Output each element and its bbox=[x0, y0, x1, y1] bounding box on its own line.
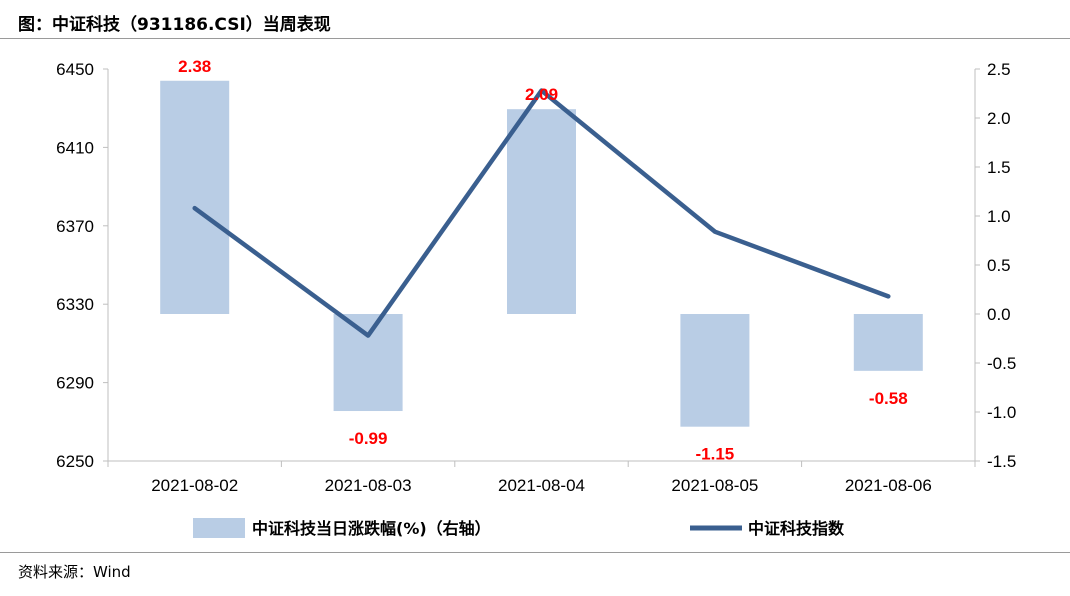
left-axis-tick-label: 6250 bbox=[56, 452, 94, 471]
footer-rule bbox=[0, 552, 1070, 553]
line-point bbox=[886, 294, 890, 298]
bar-data-label: -0.99 bbox=[349, 429, 388, 448]
legend-swatch-bars bbox=[193, 518, 245, 538]
bar-data-label: -0.58 bbox=[869, 389, 908, 408]
bar-data-label: -1.15 bbox=[696, 445, 735, 464]
right-axis-tick-label: -1.5 bbox=[987, 452, 1016, 471]
bar bbox=[680, 314, 750, 427]
line-series bbox=[192, 88, 891, 338]
bar-data-label: 2.38 bbox=[178, 57, 211, 76]
right-axis-tick-label: -0.5 bbox=[987, 354, 1016, 373]
right-axis-tick-label: 2.0 bbox=[987, 109, 1011, 128]
bar-series bbox=[160, 80, 923, 427]
bar bbox=[507, 109, 576, 315]
bar bbox=[853, 314, 923, 371]
left-axis-tick-label: 6330 bbox=[56, 295, 94, 314]
right-axis-tick-label: -1.0 bbox=[987, 403, 1016, 422]
line-point bbox=[540, 89, 543, 93]
right-axis-tick-label: 1.0 bbox=[987, 207, 1011, 226]
x-axis-tick-label: 2021-08-02 bbox=[151, 476, 238, 495]
x-axis-tick-label: 2021-08-03 bbox=[325, 476, 412, 495]
left-axis-tick-label: 6410 bbox=[56, 138, 94, 157]
left-axis-tick-label: 6450 bbox=[56, 60, 94, 79]
right-axis-tick-label: 1.5 bbox=[987, 158, 1011, 177]
bar-data-label: 2.09 bbox=[525, 85, 558, 104]
right-axis: -1.5 -1.0 -0.5 0.0 0.5 1.0 1.5 2.0 2.5 bbox=[974, 60, 1016, 471]
left-axis: 6250 6290 6330 6370 6410 6450 bbox=[56, 60, 109, 471]
left-axis-tick-label: 6290 bbox=[56, 374, 94, 393]
line-point bbox=[713, 230, 717, 234]
title-bar: 图：中证科技（931186.CSI）当周表现 bbox=[0, 0, 1070, 44]
title-rule bbox=[0, 38, 1070, 39]
left-axis-tick-label: 6370 bbox=[56, 217, 94, 236]
x-axis: 2021-08-02 2021-08-03 2021-08-04 2021-08-05… bbox=[107, 460, 976, 495]
legend: 中证科技当日涨跌幅(%)（右轴） 中证科技指数 bbox=[193, 518, 845, 538]
legend-label-bars: 中证科技当日涨跌幅(%)（右轴） bbox=[252, 519, 491, 538]
bar bbox=[160, 80, 230, 314]
x-axis-tick-label: 2021-08-04 bbox=[498, 476, 585, 495]
bar-data-labels: 2.38 -0.99 2.09 -1.15 -0.58 bbox=[178, 57, 908, 464]
legend-label-line: 中证科技指数 bbox=[748, 519, 845, 538]
x-axis-tick-label: 2021-08-06 bbox=[845, 476, 932, 495]
line-point bbox=[193, 206, 197, 210]
page-title: 图：中证科技（931186.CSI）当周表现 bbox=[18, 15, 331, 35]
right-axis-tick-label: 2.5 bbox=[987, 60, 1011, 79]
x-axis-tick-label: 2021-08-05 bbox=[671, 476, 758, 495]
source-note: 资料来源：Wind bbox=[18, 563, 131, 581]
right-axis-tick-label: 0.5 bbox=[987, 256, 1011, 275]
line-point bbox=[366, 334, 370, 338]
right-axis-tick-label: 0.0 bbox=[987, 305, 1011, 324]
bar bbox=[333, 314, 403, 412]
